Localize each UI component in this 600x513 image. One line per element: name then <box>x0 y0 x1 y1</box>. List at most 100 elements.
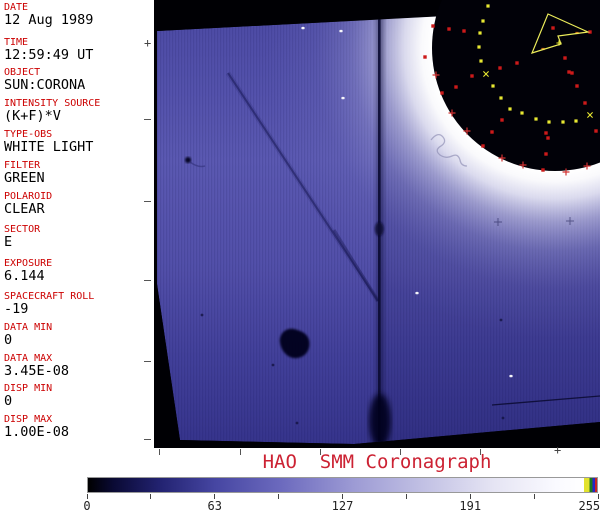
yellow-dot-marker <box>534 117 538 121</box>
fiducial-plus: + <box>554 443 562 457</box>
red-dot-marker <box>462 29 466 33</box>
fiducial-tick <box>240 449 241 455</box>
colorbar-tick-label: 63 <box>207 499 222 513</box>
red-dot-marker <box>498 66 502 70</box>
red-plus-marker <box>498 154 506 162</box>
yellow-dot-marker <box>479 59 483 63</box>
colorbar-tick <box>405 494 407 499</box>
red-dot-marker <box>490 130 494 134</box>
red-dot-marker <box>454 85 458 89</box>
yellow-dot-marker <box>520 111 524 115</box>
field-value: 12 Aug 1989 <box>4 12 94 28</box>
metadata-field: EXPOSURE 6.144 <box>4 258 52 284</box>
metadata-field: POLAROID CLEAR <box>4 191 52 217</box>
colorbar-tick <box>86 494 88 499</box>
colorbar-area: 0 63 127 191 255 <box>83 477 600 513</box>
yellow-dot-marker <box>499 96 503 100</box>
white-speck <box>415 291 419 295</box>
dust-blob <box>279 328 310 359</box>
field-value: CLEAR <box>4 201 45 217</box>
yellow-dot-markers <box>477 4 578 124</box>
field-label: SPACECRAFT ROLL <box>4 291 95 302</box>
fiducial-tick <box>144 119 151 120</box>
seam-blob-mid <box>374 222 384 236</box>
metadata-field: SECTOR E <box>4 224 40 250</box>
red-dot-marker <box>546 136 550 140</box>
colorbar-tick-label: 0 <box>83 499 91 513</box>
white-speck <box>339 29 343 33</box>
colorbar-tick <box>278 494 280 499</box>
red-dot-marker <box>440 91 444 95</box>
field-value: 0 <box>4 393 13 409</box>
red-dot-marker <box>570 71 574 75</box>
yellow-dot-marker <box>481 19 485 23</box>
field-label: TIME <box>4 37 29 48</box>
white-speck <box>301 26 305 30</box>
fiducial-plus: + <box>144 36 152 50</box>
field-label: DISP MAX <box>4 414 53 425</box>
field-label: INTENSITY SOURCE <box>4 98 101 109</box>
seam-blob-bottom <box>369 394 391 444</box>
red-dot-marker <box>431 24 435 28</box>
red-dot-marker <box>515 61 519 65</box>
fiducial-tick <box>144 201 151 202</box>
yellow-dot-marker <box>478 31 482 35</box>
dark-dot-artifacts <box>200 313 505 425</box>
colorbar-tick <box>469 494 471 499</box>
colorbar-tick <box>533 494 535 499</box>
red-dot-marker <box>541 168 545 172</box>
fiducial-tick <box>144 280 151 281</box>
field-value: GREEN <box>4 170 45 186</box>
dark-dot <box>295 421 299 425</box>
metadata-field: DATE 12 Aug 1989 <box>4 2 93 28</box>
yellow-dot-marker <box>486 4 490 8</box>
field-value: 0 <box>4 332 13 348</box>
dark-spot-tail <box>189 161 206 168</box>
dark-dot <box>271 363 275 367</box>
colorbar-tick <box>342 494 343 499</box>
colorbar-tick <box>597 494 599 499</box>
yellow-x-marker <box>483 71 489 77</box>
scratch-line <box>491 395 600 406</box>
colorbar-tick-label: 127 <box>331 499 354 513</box>
dark-dot <box>499 318 503 322</box>
red-dot-marker <box>583 101 587 105</box>
colorbar-tick-label: 255 <box>578 499 600 513</box>
yellow-x-markers <box>483 71 593 118</box>
red-limb-dot-markers <box>423 24 598 172</box>
red-plus-marker <box>463 127 471 135</box>
red-dot-marker <box>575 84 579 88</box>
yellow-x-marker <box>587 112 593 118</box>
white-speck <box>341 96 345 100</box>
metadata-field: OBJECT SUN:CORONA <box>4 67 85 93</box>
metadata-field: SPACECRAFT ROLL -19 <box>4 291 94 317</box>
field-label: TYPE-OBS <box>4 129 53 140</box>
fiducial-tick <box>144 439 151 440</box>
red-plus-marker <box>583 162 591 170</box>
metadata-field: DISP MAX 1.00E-08 <box>4 414 69 440</box>
yellow-dot-marker <box>477 45 481 49</box>
calibration-polygon-outline <box>530 13 591 54</box>
fiducial-tick <box>144 361 151 362</box>
colorbar-tick-label: 191 <box>459 499 482 513</box>
field-label: DATA MAX <box>4 353 53 364</box>
field-value: -19 <box>4 301 29 317</box>
metadata-field: TIME 12:59:49 UT <box>4 37 93 63</box>
metadata-field: INTENSITY SOURCE (K+F)*V <box>4 98 100 124</box>
image-title: HAO SMM Coronagraph <box>262 451 492 473</box>
fiducial-dark-plus-markers <box>494 217 574 226</box>
yellow-dot-marker <box>491 84 495 88</box>
red-dot-marker <box>500 118 504 122</box>
red-dot-marker <box>594 129 598 133</box>
red-plus-marker <box>448 109 456 117</box>
red-plus-marker <box>519 161 527 169</box>
metadata-field: TYPE-OBS WHITE LIGHT <box>4 129 93 155</box>
dark-dot <box>501 416 505 420</box>
diagonal-streak-end <box>332 229 380 302</box>
metadata-field: DISP MIN 0 <box>4 383 52 409</box>
red-dot-marker <box>481 144 485 148</box>
calibration-polygon <box>530 13 591 54</box>
diagonal-streak <box>227 72 379 302</box>
field-label: OBJECT <box>4 67 41 78</box>
